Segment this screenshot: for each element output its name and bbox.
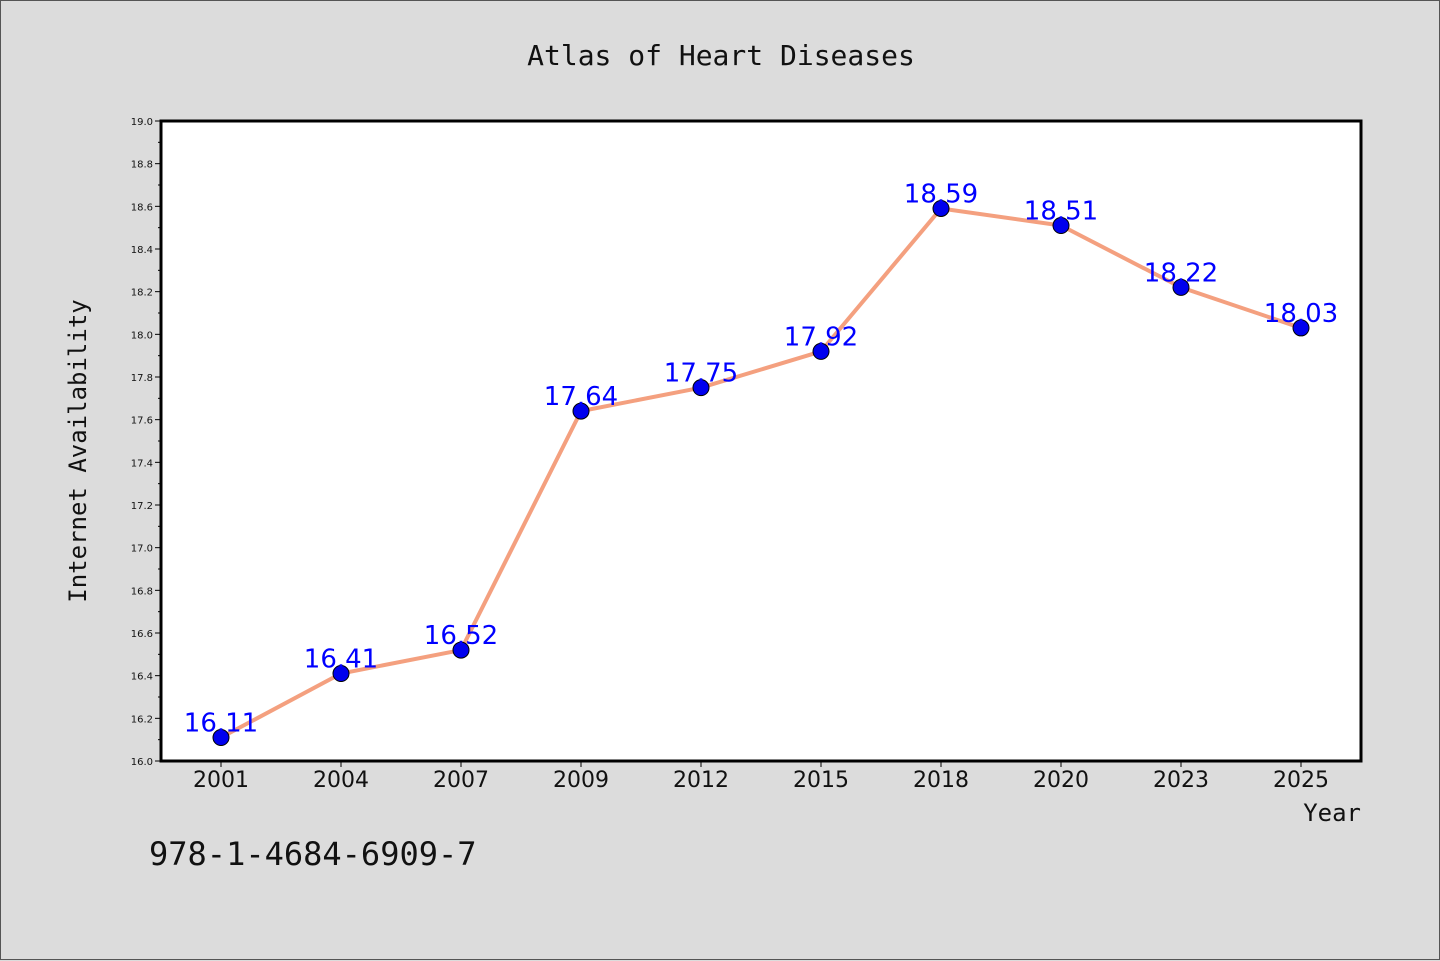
data-label: 16.11 (184, 709, 258, 739)
x-axis-title: Year (1303, 799, 1361, 827)
data-point (212, 729, 230, 747)
y-tick-label: 18.0 (131, 330, 153, 341)
data-label: 16.41 (304, 645, 378, 675)
x-tick-label: 2025 (1273, 768, 1329, 793)
x-tick-label: 2009 (553, 768, 609, 793)
y-tick-label: 16.2 (131, 714, 153, 725)
data-label: 17.92 (784, 322, 858, 352)
x-tick-label: 2004 (313, 768, 369, 793)
y-tick-label: 16.0 (131, 757, 153, 768)
y-tick-label: 18.2 (131, 288, 153, 299)
y-tick-label: 18.4 (131, 245, 153, 256)
y-tick-label: 17.4 (131, 458, 153, 469)
y-tick-label: 16.8 (131, 586, 153, 597)
x-tick-label: 2001 (193, 768, 249, 793)
data-point (1292, 319, 1310, 337)
data-point (692, 379, 710, 397)
y-tick-label: 17.2 (131, 501, 153, 512)
data-label: 18.59 (904, 179, 978, 209)
x-tick-label: 2012 (673, 768, 729, 793)
x-tick-label: 2015 (793, 768, 849, 793)
data-point (932, 199, 950, 217)
y-tick-label: 16.6 (131, 629, 153, 640)
x-tick-label: 2018 (913, 768, 969, 793)
data-label: 17.64 (544, 382, 618, 412)
x-tick-label: 2020 (1033, 768, 1089, 793)
x-tick-label: 2007 (433, 768, 489, 793)
y-tick-label: 18.6 (131, 202, 153, 213)
series-line (220, 206, 1302, 740)
data-label: 18.51 (1024, 197, 1098, 227)
y-tick-label: 18.8 (131, 160, 153, 171)
x-axis: 2001 2004 2007 2009 2012 2015 2018 2020 2023 2025 (193, 761, 1329, 793)
data-point (332, 665, 350, 683)
y-tick-label: 17.0 (131, 544, 153, 555)
data-labels: 16.11 16.41 16.52 17.64 17.75 17.92 18.59 18.51… (184, 179, 1338, 738)
data-label: 16.52 (424, 621, 498, 651)
plot-area (159, 119, 1363, 763)
y-tick-label: 19.0 (131, 117, 153, 128)
y-tick-label: 17.6 (131, 416, 153, 427)
y-axis: 16.0 16.2 16.4 16.6 16.8 17.0 17.2 17.4 17.6 17.8… (131, 117, 161, 768)
series-markers (212, 199, 1310, 747)
y-axis-title: Internet Availability (64, 299, 92, 602)
data-point (1052, 217, 1070, 235)
y-tick-label: 17.8 (131, 373, 153, 384)
data-label: 17.75 (664, 359, 738, 389)
data-point (452, 641, 470, 659)
data-label: 18.03 (1264, 299, 1338, 329)
data-point (572, 402, 590, 420)
x-tick-label: 2023 (1153, 768, 1209, 793)
y-tick-label: 16.4 (131, 672, 153, 683)
chart-title: Atlas of Heart Diseases (527, 39, 915, 72)
data-label: 18.22 (1144, 258, 1218, 288)
isbn-text: 978-1-4684-6909-7 (149, 835, 477, 873)
data-point (812, 342, 830, 360)
data-point (1172, 278, 1190, 296)
